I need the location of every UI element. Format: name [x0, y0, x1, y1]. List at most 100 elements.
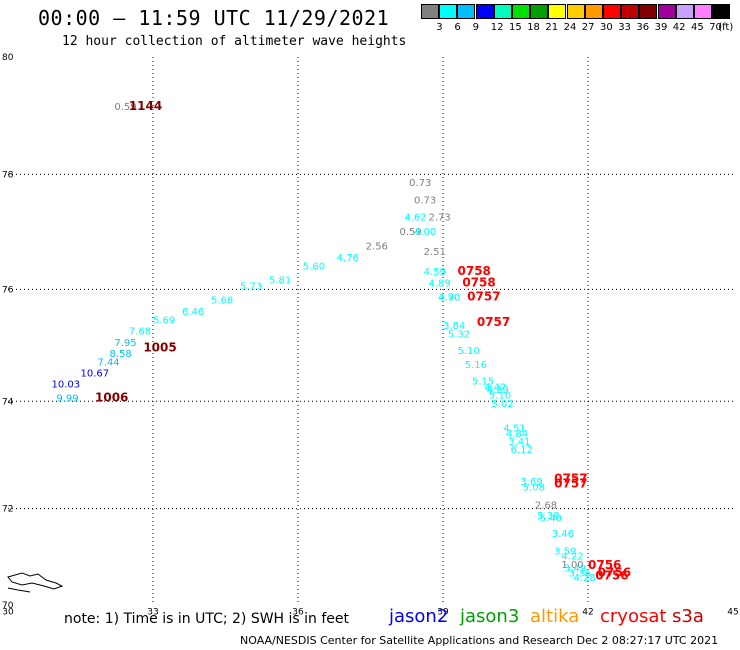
lat-tick-label: 78: [2, 170, 14, 180]
scale-label: 6: [454, 22, 461, 33]
scale-label: 70: [709, 22, 722, 33]
wave-height-label: 4.29: [487, 385, 509, 396]
scale-swatch: [475, 4, 494, 19]
satellite-label-jason2: jason2: [389, 606, 449, 627]
scale-swatch: [621, 4, 640, 19]
wave-height-label: 5.81: [269, 276, 291, 287]
wave-height-label: 7.68: [129, 327, 151, 338]
lat-tick-label: 74: [2, 397, 14, 407]
scale-label: 33: [618, 22, 631, 33]
scale-label: 18: [527, 22, 540, 33]
wave-height-label: 3.49: [564, 564, 586, 575]
wave-height-label: 0.59: [400, 227, 422, 238]
scale-swatch: [493, 4, 512, 19]
satellite-label-cryosat: cryosat: [600, 606, 667, 627]
scale-label: 36: [636, 22, 650, 33]
wave-height-label: 4.59: [424, 267, 446, 278]
page-title: 00:00 – 11:59 UTC 11/29/2021: [38, 6, 390, 30]
wave-height-label: 0.73: [414, 195, 436, 206]
scale-label: 15: [509, 22, 522, 33]
wave-height-label: 4.00: [414, 227, 436, 238]
scale-swatch: [457, 4, 476, 19]
wave-height-label: 5.40: [540, 514, 562, 525]
lon-tick-label: 42: [582, 608, 593, 618]
scale-swatch: [639, 4, 658, 19]
scale-label: 12: [490, 22, 504, 33]
wave-height-label: 5.08: [523, 482, 545, 493]
scale-label: 3: [436, 22, 443, 33]
scale-swatch: [712, 4, 731, 19]
wave-height-label: 3.69: [520, 477, 542, 488]
wave-height-label: 4.70: [438, 293, 460, 304]
wave-height-label: 5.15: [472, 377, 494, 388]
wave-height-label: 4.76: [337, 253, 359, 264]
wave-height-label: 4.62: [404, 213, 426, 224]
wave-height-label: 2.73: [429, 213, 451, 224]
wave-height-label: 4.90: [438, 293, 460, 304]
scale-swatch: [675, 4, 694, 19]
wave-height-label: 10.03: [52, 380, 81, 391]
observation-time-label: 0757: [477, 315, 510, 329]
observation-time-label: 1144: [129, 99, 162, 113]
credit-line: NOAA/NESDIS Center for Satellite Applica…: [240, 634, 719, 647]
page-subtitle: 12 hour collection of altimeter wave hei…: [62, 34, 407, 49]
lon-tick-label: 30: [2, 608, 14, 618]
wave-height-label: 5.73: [240, 281, 262, 292]
lat-tick-label: 80: [2, 53, 14, 63]
scale-swatch: [548, 4, 567, 19]
wave-height-label: 2.68: [535, 501, 557, 512]
observation-time-label: 0756: [595, 569, 628, 583]
scale-swatch: [694, 4, 712, 19]
observation-time-label: 0758: [462, 276, 495, 290]
wave-height-label: 5.32: [448, 329, 470, 340]
scale-label: 42: [672, 22, 686, 33]
scale-label: 9: [472, 22, 479, 33]
scale-label: 24: [563, 22, 577, 33]
wave-height-label: 5.60: [303, 261, 325, 272]
coastline-icon: [7, 572, 64, 590]
coastline-icon: [7, 587, 31, 593]
wave-height-label: 3.41: [508, 437, 530, 448]
wave-height-label: 4.28: [574, 573, 596, 584]
wave-height-label: 5.38: [537, 511, 559, 522]
wave-height-label: 9.99: [56, 393, 78, 404]
wave-height-label: 8.58: [110, 349, 132, 360]
scale-swatch: [603, 4, 621, 19]
wave-height-label: 4.51: [503, 423, 525, 434]
observation-time-label: 0756: [598, 565, 631, 579]
wave-height-label: 5.69: [153, 315, 175, 326]
wave-height-label: 5.10: [489, 391, 511, 402]
wave-height-label: 7.44: [97, 357, 119, 368]
observation-time-label: 0757: [554, 471, 587, 485]
lon-tick-label: 33: [147, 608, 158, 618]
lat-tick-label: 76: [2, 285, 14, 295]
scale-swatch: [657, 4, 676, 19]
lat-tick-label: 70: [2, 601, 14, 611]
wave-height-label: 1.00: [561, 560, 583, 571]
wave-height-label: 3.84: [443, 321, 465, 332]
wave-height-label: 10.67: [81, 368, 110, 379]
observation-time-label: 0758: [458, 264, 491, 278]
wave-height-label: 4.22: [561, 551, 583, 562]
lon-tick-label: 36: [292, 608, 304, 618]
wave-height-label: 6.46: [182, 307, 204, 318]
wave-height-label: 3.59: [554, 546, 576, 557]
satellite-label-altika: altika: [530, 606, 580, 627]
observation-time-label: 1006: [95, 390, 128, 404]
observation-time-label: 0756: [588, 558, 621, 572]
observation-time-label: 0757: [554, 477, 587, 491]
wave-height-label: 6.12: [511, 445, 533, 456]
wave-height-label: 2.51: [424, 247, 446, 258]
wave-height-label: 5.16: [465, 360, 487, 371]
wave-height-label: 2.56: [366, 241, 388, 252]
scale-label: 27: [581, 22, 595, 33]
scale-label: 39: [654, 22, 668, 33]
lat-tick-label: 72: [2, 505, 13, 515]
satellite-label-s3a: s3a: [672, 606, 704, 627]
lon-tick-label: 45: [727, 608, 738, 618]
scale-swatch: [421, 4, 439, 19]
scale-swatch: [566, 4, 585, 19]
observation-time-label: 1005: [143, 340, 176, 354]
observation-time-label: 0757: [467, 290, 500, 304]
